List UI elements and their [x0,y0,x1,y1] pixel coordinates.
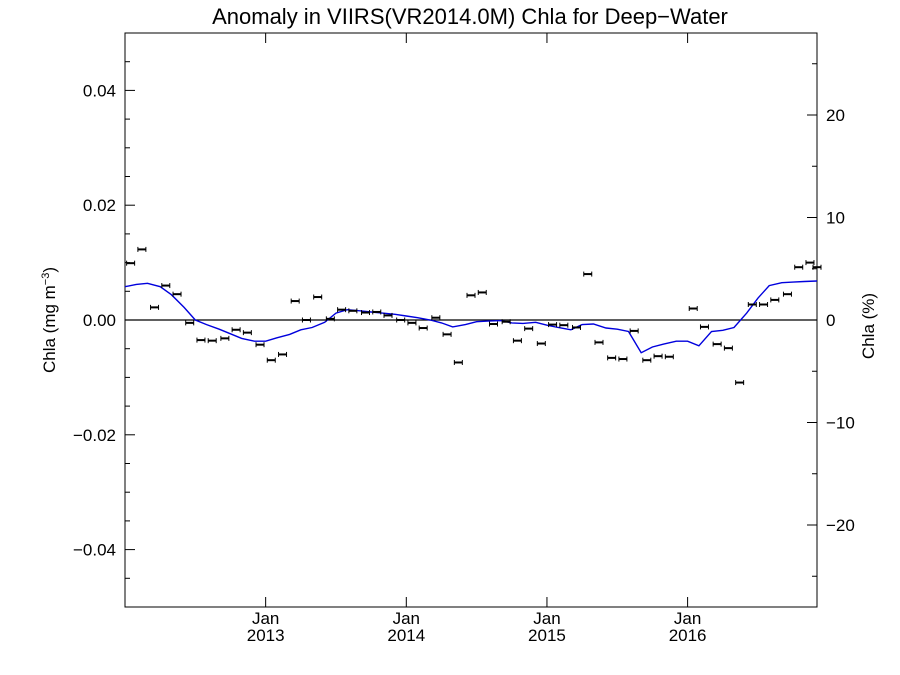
data-point [313,294,323,300]
data-point [712,341,722,347]
data-point [290,298,300,304]
data-point [501,319,511,325]
x-tick-month: Jan [674,609,701,628]
right-tick-label: −10 [826,414,855,433]
x-tick-year: 2016 [669,626,707,645]
data-point [688,306,698,312]
data-point [735,380,745,386]
data-point [477,289,487,295]
data-point [150,304,160,310]
y-axis-label-right: Chla (%) [859,293,878,359]
chart-title: Anomaly in VIIRS(VR2014.0M) Chla for Dee… [212,4,728,29]
data-point [161,283,171,289]
data-point [629,328,639,334]
data-point [383,312,393,318]
data-point [759,302,769,308]
data-point [220,335,230,341]
right-tick-label: 20 [826,106,845,125]
left-tick-label: 0.02 [83,196,116,215]
left-tick-label: −0.02 [73,426,116,445]
x-tick-month: Jan [393,609,420,628]
left-tick-label: 0.00 [83,311,116,330]
data-point [812,264,822,270]
y-axis-label-left: Chla (mg m−3) [40,267,59,373]
data-point [559,322,569,328]
data-point [512,338,522,344]
data-point [137,246,147,252]
data-point [653,353,663,359]
data-point [747,302,757,308]
data-point [548,322,558,328]
data-point [242,330,252,336]
right-axis: 20 10 0 −10 −20 [807,63,855,577]
left-tick-label: 0.04 [83,81,116,100]
data-point [607,355,617,361]
data-point [524,326,534,332]
x-tick-month: Jan [252,609,279,628]
data-point [594,339,604,345]
x-tick-year: 2013 [247,626,285,645]
data-point [782,291,792,297]
data-point [172,291,182,297]
left-axis: 0.04 0.02 0.00 −0.02 −0.04 [73,32,135,608]
right-tick-label: −20 [826,516,855,535]
data-point [325,316,335,322]
data-point [453,359,463,365]
data-point [196,337,206,343]
data-point [407,320,417,326]
data-point [185,320,195,326]
x-tick-year: 2014 [387,626,425,645]
data-point [207,338,217,344]
data-point [466,292,476,298]
x-tick-month: Jan [533,609,560,628]
right-tick-label: 10 [826,209,845,228]
data-point [337,307,347,313]
data-point [618,356,628,362]
data-point [418,325,428,331]
data-point [255,342,265,348]
data-point [301,317,311,323]
x-tick-year: 2015 [528,626,566,645]
data-point [372,309,382,315]
data-point [723,345,733,351]
data-point [266,357,276,363]
data-point [126,260,136,266]
data-point [699,324,709,330]
data-point [664,354,674,360]
data-point [396,317,406,323]
data-point [642,357,652,363]
data-point [442,331,452,337]
data-point [794,264,804,270]
data-point [361,310,371,316]
data-points [126,246,822,386]
data-point [536,341,546,347]
trend-line [124,280,818,354]
data-point [348,308,358,314]
right-tick-label: 0 [826,311,835,330]
data-point [805,260,815,266]
data-point [770,297,780,303]
data-point [431,315,441,321]
data-point [278,351,288,357]
data-point [583,271,593,277]
data-point [231,327,241,333]
data-point [489,321,499,327]
data-point [571,324,581,330]
left-tick-label: −0.04 [73,541,116,560]
